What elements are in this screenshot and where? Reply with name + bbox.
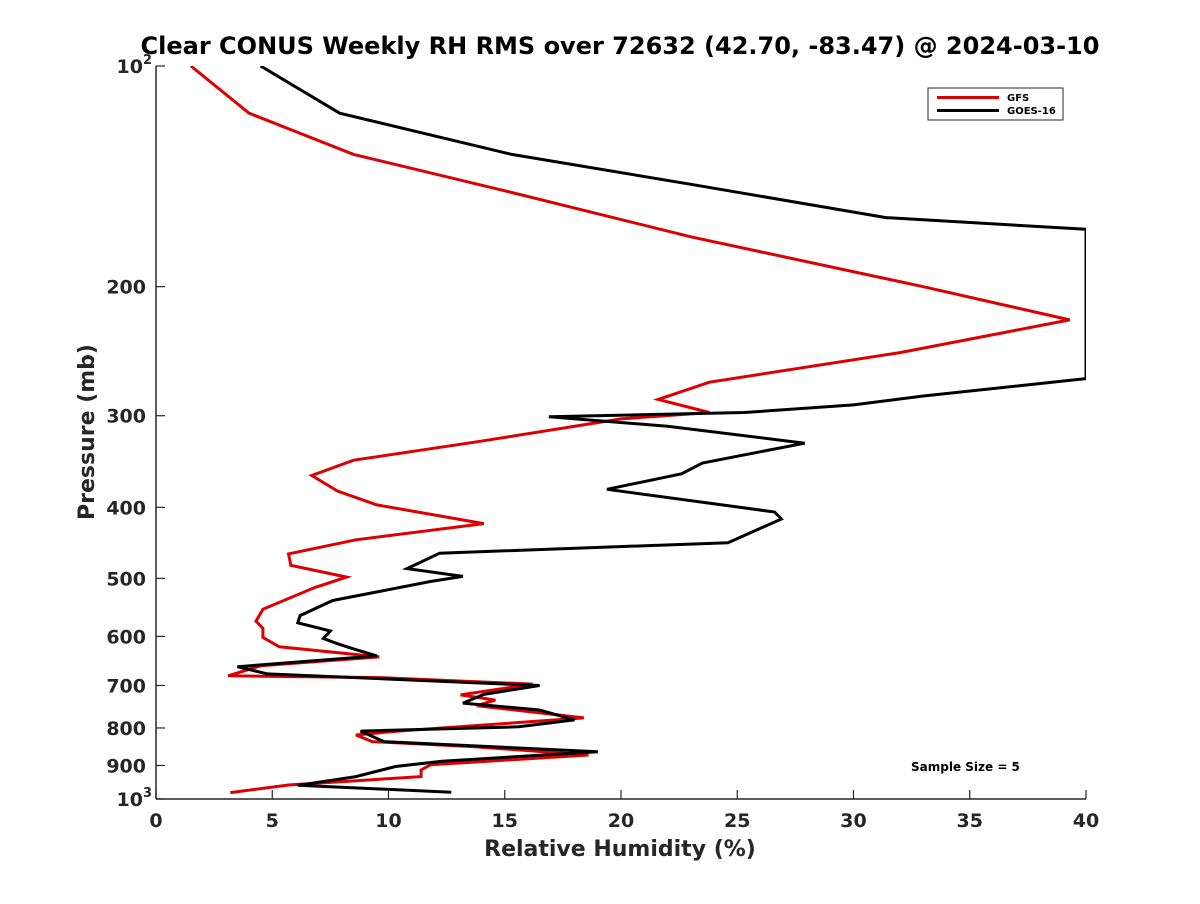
chart-title: Clear CONUS Weekly RH RMS over 72632 (42…	[141, 32, 1100, 60]
y-tick-label: 900	[106, 755, 146, 777]
y-tick-label: 400	[106, 497, 146, 519]
x-tick-label: 5	[266, 810, 279, 832]
legend-label-gfs: GFS	[1007, 93, 1029, 104]
x-tick-label: 25	[724, 810, 750, 832]
y-tick-label: 300	[106, 406, 146, 428]
x-axis-label: Relative Humidity (%)	[484, 837, 756, 862]
sample-size-annotation: Sample Size = 5	[911, 760, 1020, 774]
y-tick-label: 200	[106, 277, 146, 299]
x-tick-label: 0	[149, 810, 162, 832]
y-tick-label: 500	[106, 568, 146, 590]
legend: GFS GOES-16	[927, 87, 1064, 121]
x-tick-label: 10	[375, 810, 401, 832]
y-tick-label: 600	[106, 626, 146, 648]
y-tick-label: 800	[106, 718, 146, 740]
x-tick-label: 30	[840, 810, 866, 832]
y-axis-label: Pressure (mb)	[75, 344, 100, 520]
y-tick-label: 102	[117, 53, 153, 78]
y-tick-label: 700	[106, 675, 146, 697]
series-layer	[189, 66, 1086, 795]
x-tick-label: 35	[957, 810, 983, 832]
legend-box	[927, 87, 1064, 121]
x-tick-label: 40	[1073, 810, 1099, 832]
x-tick-label: 20	[608, 810, 634, 832]
legend-label-goes16: GOES-16	[1007, 106, 1056, 117]
series-line-gfs	[189, 66, 1071, 795]
series-line-goes16	[237, 66, 1086, 794]
axes-layer: 0 5 10 15 20 25 30 35 40 102 200 300 400 500 600 700 800…	[106, 53, 1099, 832]
x-tick-label: 15	[492, 810, 518, 832]
